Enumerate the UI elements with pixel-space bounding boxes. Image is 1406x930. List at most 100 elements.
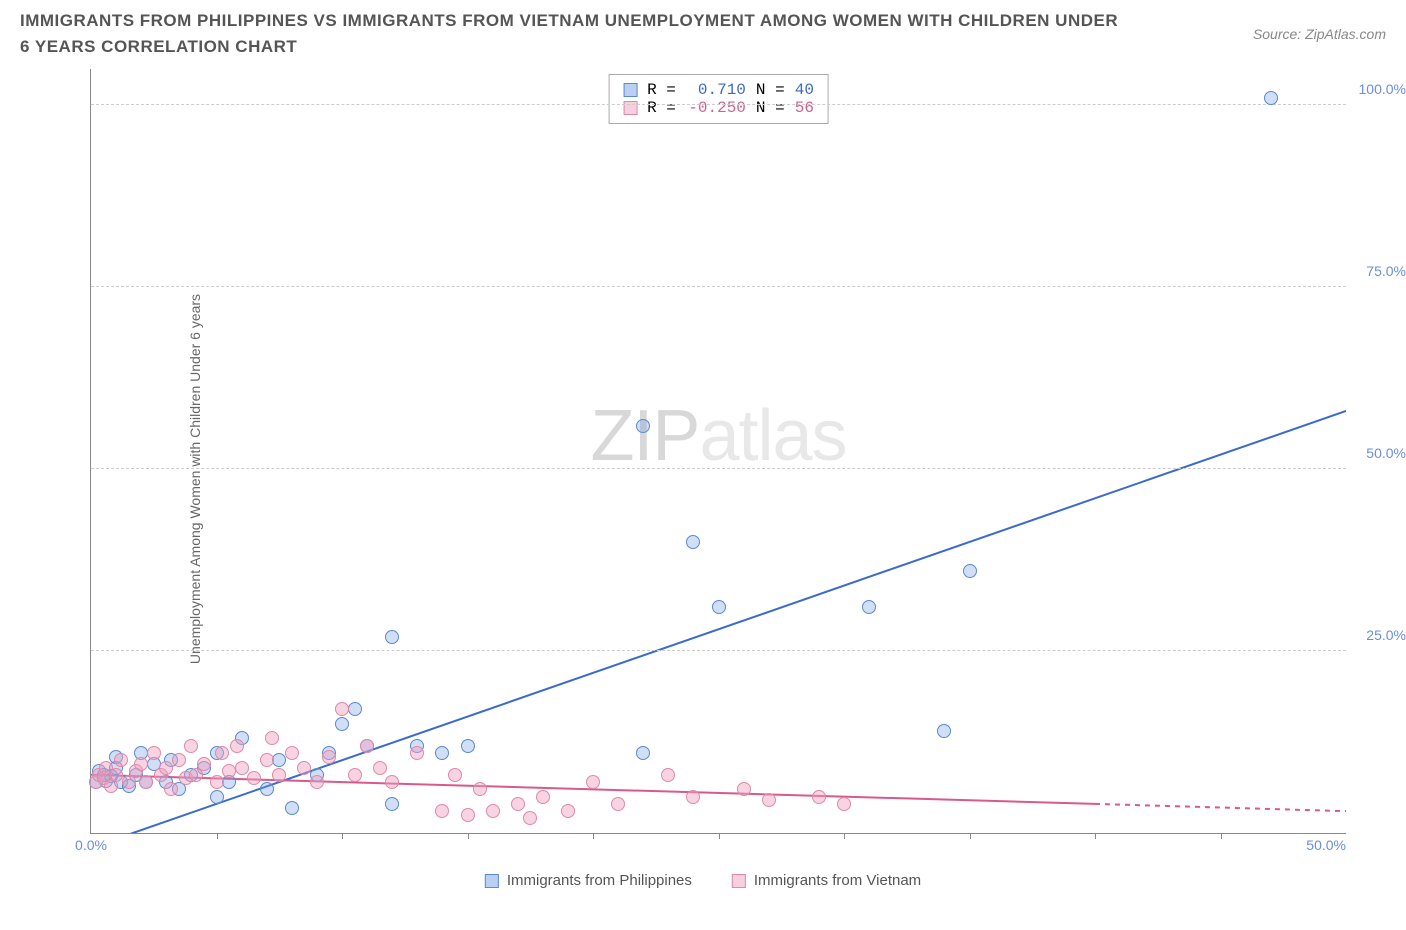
scatter-point xyxy=(184,739,198,753)
gridline xyxy=(91,468,1346,469)
legend: Immigrants from Philippines Immigrants f… xyxy=(485,872,921,889)
x-minor-tick xyxy=(719,833,720,839)
swatch-pink-icon xyxy=(623,101,637,115)
x-minor-tick xyxy=(342,833,343,839)
scatter-point xyxy=(197,757,211,771)
scatter-point xyxy=(310,775,324,789)
source-label: Source: ZipAtlas.com xyxy=(1253,26,1386,42)
trend-lines xyxy=(91,69,1346,833)
scatter-point xyxy=(210,790,224,804)
x-minor-tick xyxy=(1221,833,1222,839)
scatter-point xyxy=(134,757,148,771)
stat-n2: 56 xyxy=(795,99,814,117)
x-tick-max: 50.0% xyxy=(1306,837,1346,853)
scatter-point xyxy=(435,804,449,818)
stat-r2: -0.250 xyxy=(686,99,746,117)
scatter-point xyxy=(335,717,349,731)
scatter-point xyxy=(523,811,537,825)
scatter-point xyxy=(348,702,362,716)
scatter-point xyxy=(586,775,600,789)
scatter-point xyxy=(385,797,399,811)
scatter-point xyxy=(812,790,826,804)
scatter-point xyxy=(661,768,675,782)
scatter-point xyxy=(435,746,449,760)
scatter-point xyxy=(636,746,650,760)
scatter-point xyxy=(686,790,700,804)
scatter-point xyxy=(235,761,249,775)
legend-label-2: Immigrants from Vietnam xyxy=(754,872,921,889)
legend-label-1: Immigrants from Philippines xyxy=(507,872,692,889)
legend-swatch-blue-icon xyxy=(485,874,499,888)
x-minor-tick xyxy=(970,833,971,839)
scatter-point xyxy=(285,746,299,760)
scatter-point xyxy=(172,753,186,767)
stat-r1: 0.710 xyxy=(686,81,746,99)
scatter-point xyxy=(686,535,700,549)
scatter-point xyxy=(473,782,487,796)
x-tick-0: 0.0% xyxy=(75,837,107,853)
gridline xyxy=(91,104,1346,105)
scatter-point xyxy=(215,746,229,760)
scatter-point xyxy=(247,771,261,785)
scatter-point xyxy=(536,790,550,804)
scatter-point xyxy=(373,761,387,775)
scatter-point xyxy=(297,761,311,775)
stat-r-label: R = xyxy=(647,81,676,99)
scatter-point xyxy=(260,782,274,796)
scatter-point xyxy=(1264,91,1278,105)
scatter-point xyxy=(385,630,399,644)
scatter-point xyxy=(712,600,726,614)
scatter-point xyxy=(762,793,776,807)
scatter-point xyxy=(461,739,475,753)
y-tick-label: 100.0% xyxy=(1359,81,1406,97)
scatter-point xyxy=(511,797,525,811)
x-minor-tick xyxy=(468,833,469,839)
scatter-point xyxy=(272,753,286,767)
y-tick-label: 50.0% xyxy=(1366,445,1406,461)
scatter-point xyxy=(348,768,362,782)
stat-n-label: N = xyxy=(756,81,785,99)
stat-r-label2: R = xyxy=(647,99,676,117)
scatter-point xyxy=(265,731,279,745)
scatter-point xyxy=(335,702,349,716)
stat-n1: 40 xyxy=(795,81,814,99)
x-minor-tick xyxy=(1095,833,1096,839)
scatter-point xyxy=(636,419,650,433)
scatter-point xyxy=(837,797,851,811)
scatter-point xyxy=(448,768,462,782)
y-tick-label: 25.0% xyxy=(1366,627,1406,643)
scatter-point xyxy=(410,746,424,760)
scatter-point xyxy=(737,782,751,796)
scatter-point xyxy=(114,753,128,767)
scatter-point xyxy=(164,782,178,796)
plot-area: ZIPatlas R = 0.710 N = 40 R = -0.250 N =… xyxy=(90,69,1346,834)
scatter-point xyxy=(862,600,876,614)
stat-n-label2: N = xyxy=(756,99,785,117)
scatter-point xyxy=(486,804,500,818)
scatter-point xyxy=(285,801,299,815)
scatter-point xyxy=(322,750,336,764)
x-minor-tick xyxy=(217,833,218,839)
scatter-point xyxy=(147,746,161,760)
scatter-point xyxy=(461,808,475,822)
scatter-point xyxy=(272,768,286,782)
scatter-point xyxy=(230,739,244,753)
scatter-point xyxy=(139,775,153,789)
scatter-point xyxy=(611,797,625,811)
gridline xyxy=(91,286,1346,287)
scatter-point xyxy=(561,804,575,818)
scatter-point xyxy=(159,761,173,775)
scatter-point xyxy=(210,775,224,789)
y-tick-label: 75.0% xyxy=(1366,263,1406,279)
legend-swatch-pink-icon xyxy=(732,874,746,888)
scatter-point xyxy=(260,753,274,767)
scatter-point xyxy=(937,724,951,738)
stats-box: R = 0.710 N = 40 R = -0.250 N = 56 xyxy=(608,74,829,124)
scatter-point xyxy=(360,739,374,753)
scatter-point xyxy=(963,564,977,578)
gridline xyxy=(91,650,1346,651)
x-minor-tick xyxy=(593,833,594,839)
scatter-point xyxy=(385,775,399,789)
chart-title: IMMIGRANTS FROM PHILIPPINES VS IMMIGRANT… xyxy=(20,8,1120,59)
watermark: ZIPatlas xyxy=(590,395,846,477)
